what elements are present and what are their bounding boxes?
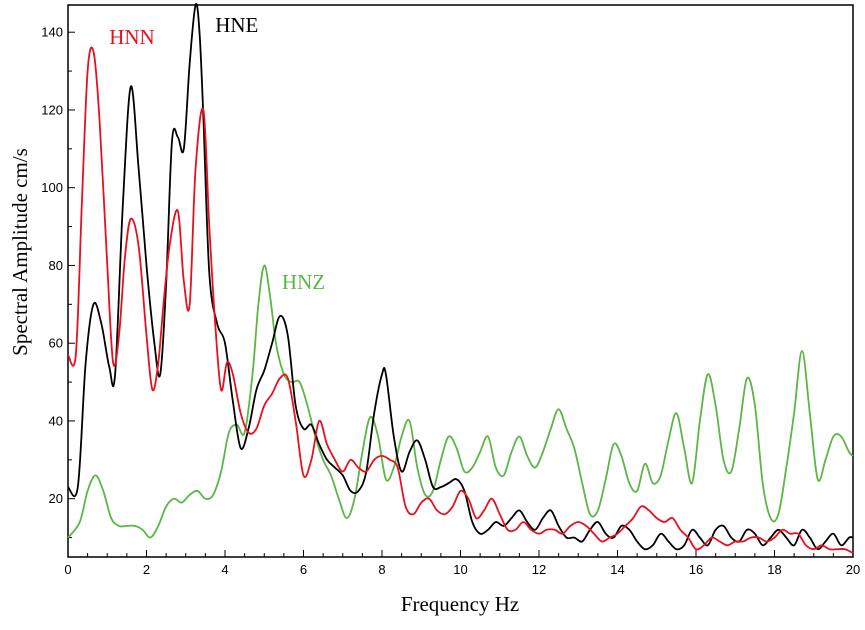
axis-ticks: 0 2 4 6 8 10 12 14 16 18 20 20 40 60 80 100 120 140: [41, 25, 860, 577]
y-axis-title: Spectral Amplitude cm/s: [8, 148, 32, 356]
series-line-hnn: [67, 46, 854, 554]
y-tick-label: 20: [49, 491, 63, 506]
x-tick-label: 12: [532, 562, 546, 577]
series-label-hnn: HNN: [109, 25, 154, 49]
series-line-hne: [67, 3, 854, 551]
x-tick-label: 14: [610, 562, 624, 577]
series-lines: [67, 3, 854, 554]
series-labels: HNE HNN HNZ: [109, 13, 325, 294]
y-tick-label: 60: [49, 336, 63, 351]
x-axis-title: Frequency Hz: [401, 592, 519, 616]
series-line-hnz: [67, 264, 854, 539]
y-tick-label: 120: [41, 102, 63, 117]
x-tick-label: 0: [64, 562, 71, 577]
x-tick-label: 2: [143, 562, 150, 577]
x-tick-label: 20: [846, 562, 860, 577]
y-tick-label: 80: [49, 258, 63, 273]
x-tick-label: 10: [453, 562, 467, 577]
x-tick-label: 8: [378, 562, 385, 577]
plot-frame: [67, 4, 854, 558]
y-tick-label: 100: [41, 180, 63, 195]
y-tick-label: 40: [49, 413, 63, 428]
series-label-hnz: HNZ: [282, 270, 325, 294]
x-tick-label: 6: [300, 562, 307, 577]
x-tick-label: 4: [221, 562, 228, 577]
y-tick-label: 140: [41, 25, 63, 40]
series-label-hne: HNE: [215, 13, 258, 37]
x-tick-label: 16: [689, 562, 703, 577]
x-tick-label: 18: [767, 562, 781, 577]
